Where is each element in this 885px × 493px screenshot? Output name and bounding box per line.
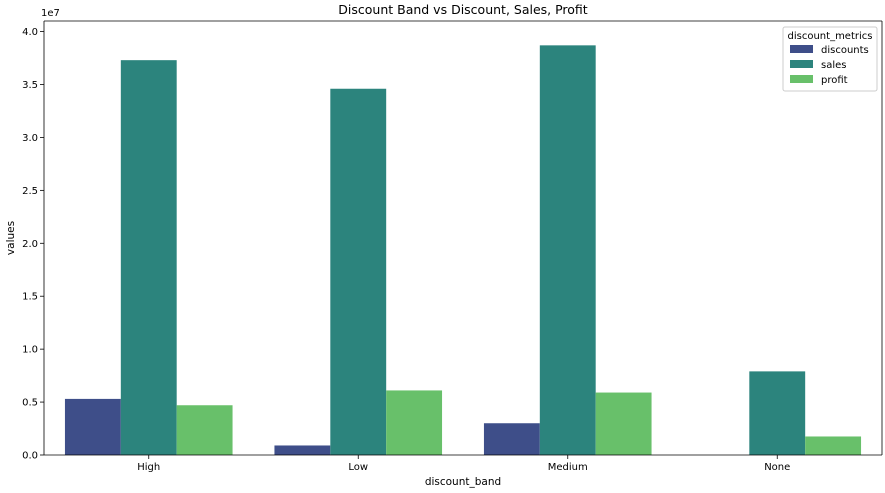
legend-swatch-sales <box>790 60 813 68</box>
axes-layer: 0.0 0.5 1.0 1.5 2.0 2.5 3.0 3.5 4.0 High Low Medium… <box>22 20 883 473</box>
bar-sales-high <box>120 60 177 455</box>
bar-profit-high <box>176 405 233 455</box>
bar-discounts-low <box>274 445 331 455</box>
y-tick-label: 4.0 <box>22 27 38 38</box>
legend-label-discounts: discounts <box>821 45 869 56</box>
x-tick-label: Low <box>348 462 368 473</box>
bar-sales-none <box>749 371 806 455</box>
x-tick-label: None <box>764 462 790 473</box>
chart-title: Discount Band vs Discount, Sales, Profit <box>338 2 588 17</box>
bar-discounts-medium <box>483 423 540 455</box>
bar-discounts-high <box>64 398 121 455</box>
y-tick-label: 1.0 <box>22 345 38 356</box>
y-tick-label: 2.5 <box>22 186 38 197</box>
y-offset-label: 1e7 <box>41 8 60 19</box>
y-tick-label: 3.5 <box>22 80 38 91</box>
legend: discount_metrics discounts sales profit <box>782 26 878 92</box>
x-axis-label: discount_band <box>425 476 501 488</box>
legend-title: discount_metrics <box>788 31 873 42</box>
legend-swatch-discounts <box>790 45 813 53</box>
y-tick-label: 0.0 <box>22 451 38 462</box>
legend-label-profit: profit <box>821 75 848 86</box>
y-tick-label: 0.5 <box>22 398 38 409</box>
bars-layer <box>64 45 862 455</box>
x-tick-label: Medium <box>548 462 588 473</box>
bar-profit-low <box>386 390 443 455</box>
bar-profit-none <box>805 436 862 455</box>
y-tick-label: 1.5 <box>22 292 38 303</box>
bar-sales-low <box>330 88 387 455</box>
legend-swatch-profit <box>790 75 813 83</box>
y-tick-label: 3.0 <box>22 133 38 144</box>
y-axis-label: values <box>5 221 17 255</box>
x-tick-label: High <box>137 462 160 473</box>
legend-label-sales: sales <box>821 60 846 71</box>
bar-sales-medium <box>539 45 596 455</box>
y-tick-label: 2.0 <box>22 239 38 250</box>
bar-profit-medium <box>595 392 652 455</box>
